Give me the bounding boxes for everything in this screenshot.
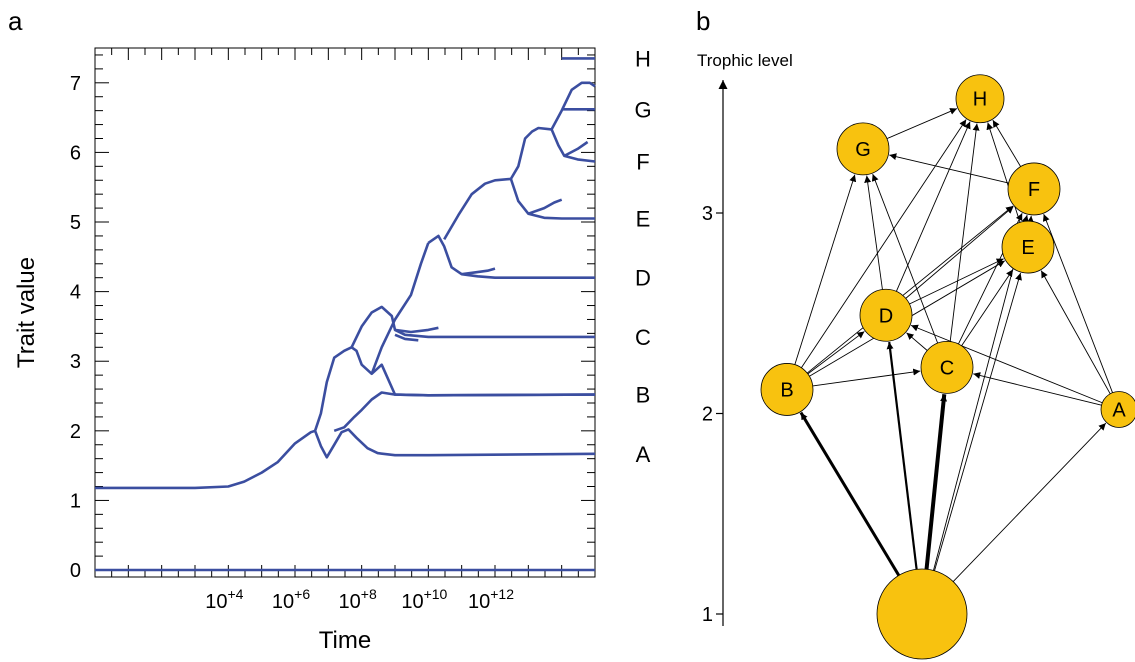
axis-text-group: 0 1 2 3 4 5 6 7 10+4 10+6 10+8 10+10 10+12 Time Trait … [13,46,652,654]
nodes-group: A B C D E F G H [760,74,1135,660]
trait-line [509,178,595,220]
species-label-h: H [635,46,651,71]
edge-d-e [909,258,1004,305]
node-label-c: C [940,357,954,379]
trait-line [350,305,595,348]
x-tick-label: 10+10 [401,586,447,613]
trait-line [563,140,589,158]
edge-f-h [992,119,1022,167]
x-tick-label: 10+4 [205,586,243,613]
trait-line [95,429,316,490]
y-tick-label: 5 [70,212,81,234]
y-tick-label: 7 [70,73,81,95]
edge-r-b [799,411,901,577]
edge-f-g [889,153,1009,184]
trait-line [313,346,596,432]
y-tick-label: 0 [70,560,81,582]
series-group [95,57,596,572]
trophic-tick-label: 2 [702,404,713,426]
trophic-tick-label: 3 [702,203,713,225]
species-label-g: G [634,97,651,122]
edge-r-d [886,341,918,570]
x-axis-label: Time [319,627,371,654]
edge-c-e [961,269,1014,347]
y-tick-label: 4 [70,282,81,304]
trait-line [370,242,430,375]
edge-b-g [794,174,857,365]
axis-ticks [94,48,596,577]
panel-b-letter: b [696,6,711,36]
edge-d-h [895,121,971,292]
species-label-d: D [635,266,651,291]
species-label-c: C [635,325,651,350]
edge-b-c [812,368,921,387]
edge-b-f [806,205,1014,374]
x-tick-label: 10+12 [468,586,514,613]
edge-a-d [910,324,1103,404]
node-label-e: E [1021,237,1034,259]
node-d [859,288,913,342]
node-g [836,122,890,176]
node-label-f: F [1028,179,1040,201]
edge-a-e [1040,270,1111,395]
edge-r-a [952,422,1107,582]
edge-b-d [807,331,865,375]
species-label-b: B [636,383,651,408]
trait-line [427,234,595,279]
y-tick-label: 2 [70,421,81,443]
edge-b-h [801,119,967,369]
node-label-g: G [855,139,871,161]
node-label-a: A [1112,399,1126,421]
edge-d-g [864,175,883,290]
edge-r-c [924,394,948,570]
trait-line [313,428,596,459]
species-label-f: F [636,149,649,174]
species-label-e: E [636,207,651,232]
y-tick-label: 6 [70,142,81,164]
panel-a-letter: a [8,6,23,36]
node-c [920,340,974,394]
node-label-h: H [973,89,987,111]
edge-c-g [871,173,939,344]
edge-a-f [1042,213,1113,393]
node-h [955,74,1005,124]
trophic-tick-label: 1 [702,604,713,626]
node-a [1100,391,1135,428]
species-label-a: A [636,442,651,467]
x-tick-label: 10+6 [272,586,310,613]
y-axis-label: Trait value [13,257,40,368]
trait-line [550,81,596,131]
edge-d-f [905,206,1014,299]
trait-line [394,333,419,342]
trophic-axis-title: Trophic level [697,51,793,70]
plot-frame [94,47,596,578]
node-label-d: D [879,305,893,327]
node-r [876,568,968,660]
node-label-b: B [780,379,793,401]
y-tick-label: 1 [70,490,81,512]
edge-r-e [934,272,1022,571]
edge-a-c [973,372,1102,406]
edge-g-h [886,108,958,140]
trait-chart: 0 1 2 3 4 5 6 7 10+4 10+6 10+8 10+10 10+12 Time Trait … [13,46,652,654]
trait-line [527,198,563,215]
node-b [760,363,814,416]
node-f [1007,162,1061,216]
trophic-axis: 1 2 3 Trophic level [697,51,793,626]
trait-line [550,128,596,163]
edge-c-d [906,332,928,351]
trait-line [333,391,596,433]
trait-line [443,177,512,241]
food-web: 1 2 3 Trophic level A B C D E F G H [697,51,1135,660]
edge-e-f [1027,215,1034,224]
trait-line [509,126,552,180]
node-e [1001,220,1055,274]
edge-c-h [949,123,980,342]
trait-line [394,326,439,334]
x-tick-label: 10+8 [339,586,377,613]
trait-line [461,267,496,276]
y-tick-label: 3 [70,351,81,373]
